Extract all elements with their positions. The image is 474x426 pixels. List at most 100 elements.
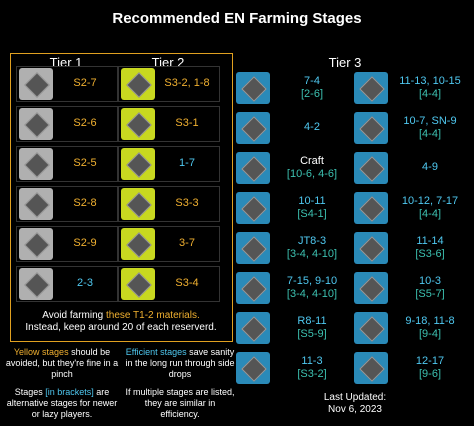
stage-group: R8-11 [S5-9] [272,315,352,341]
item-shape [24,112,50,138]
item-shape [24,152,50,178]
item-icon [236,112,270,144]
item-shape [24,272,50,298]
item-shape [241,76,267,102]
item-shape [24,72,50,98]
stage: 10-11 [298,195,326,207]
stage: 11-14 [416,235,444,247]
stage: S2-7 [73,77,97,89]
alt-stage: [2-6] [300,88,323,100]
item-shape [359,236,385,262]
item-icon [354,152,388,184]
cell [16,226,118,262]
stage: 7-4 [304,75,320,87]
text: Avoid farming [42,310,104,321]
stage: 12-17 [415,355,445,367]
text: are alternative stages for newer or lazy… [6,387,118,419]
item-icon [121,108,155,140]
highlight: Yellow stages [13,347,69,357]
item-shape [359,156,385,182]
alt-stage: [4-4] [418,208,441,220]
item-shape [359,356,385,382]
item-icon [354,232,388,264]
item-icon [236,272,270,304]
item-icon [19,268,53,300]
stage-group: 7-15, 9-10 [3-4, 4-10] [272,275,352,301]
stage-group: 9-18, 11-8 [9-4] [390,315,470,341]
stage: S3-4 [175,277,199,289]
updated: Last Updated: Nov 6, 2023 [300,392,410,416]
stage-group: 11-3 [S3-2] [272,355,352,381]
stage: 11-13, 10-15 [399,75,461,87]
cell [118,186,220,222]
stage-group: Craft [10-6, 4-6] [272,155,352,181]
stage: S2-8 [73,197,97,209]
efficient-note: Efficient stages save sanity in the long… [124,347,236,380]
item-icon [354,312,388,344]
alt-stage: [S3-6] [415,248,445,260]
stage: S3-2, 1-8 [164,77,210,89]
stage: 4-9 [422,161,438,173]
stage: Craft [300,155,324,167]
item-icon [19,148,53,180]
title: Recommended EN Farming Stages [112,10,362,27]
stage: 7-15, 9-10 [286,275,338,287]
stage: S3-3 [175,197,199,209]
stage: R8-11 [297,315,327,327]
item-shape [24,192,50,218]
cell [118,66,220,102]
item-shape [126,152,152,178]
alt-stage: [10-6, 4-6] [286,168,338,180]
item-icon [236,72,270,104]
updated-date: Nov 6, 2023 [328,404,382,415]
updated-label: Last Updated: [323,392,387,403]
stage-group: 11-14 [S3-6] [390,235,470,261]
stage-group: 10-11 [S4-1] [272,195,352,221]
cell [16,106,118,142]
stage-group: 4-9 [390,161,470,174]
item-icon [354,192,388,224]
item-shape [126,192,152,218]
stage: 4-2 [304,121,320,133]
item-icon [121,68,155,100]
brackets-note: Stages [in brackets] are alternative sta… [4,387,120,420]
stage: 11-3 [301,355,323,367]
stage: 10-7, SN-9 [403,115,457,127]
stage-group: 10-7, SN-9 [4-4] [390,115,470,141]
stage-group: 11-13, 10-15 [4-4] [390,75,470,101]
item-icon [236,152,270,184]
item-shape [126,272,152,298]
stage: JT8-3 [297,235,327,247]
item-icon [19,68,53,100]
multiple-note: If multiple stages are listed, they are … [125,387,235,419]
alt-stage: [4-4] [418,128,441,140]
text: Instead, keep around 20 of each reserver… [25,322,217,333]
item-icon [121,268,155,300]
stage: S3-1 [175,117,199,129]
stage: S2-6 [73,117,97,129]
cell [16,186,118,222]
stage-group: 4-2 [272,121,352,134]
stage-group: JT8-3 [3-4, 4-10] [272,235,352,261]
stage-group: 10-12, 7-17 [4-4] [390,195,470,221]
stage-group: 10-3 [S5-7] [390,275,470,301]
item-icon [354,112,388,144]
text: Stages [14,387,43,397]
item-shape [126,72,152,98]
item-shape [359,116,385,142]
item-icon [121,188,155,220]
stage: 9-18, 11-8 [405,315,455,327]
highlight: these T1-2 materials. [106,310,200,321]
cell [118,146,220,182]
text: should be avoided, but they're fine in a… [5,347,119,379]
item-shape [359,276,385,302]
cell [118,106,220,142]
item-icon [236,232,270,264]
alt-stage: [S3-2] [297,368,327,380]
item-shape [359,196,385,222]
alt-stage: [4-4] [418,88,441,100]
item-shape [241,196,267,222]
item-icon [121,148,155,180]
alt-stage: [9-6] [418,368,441,380]
